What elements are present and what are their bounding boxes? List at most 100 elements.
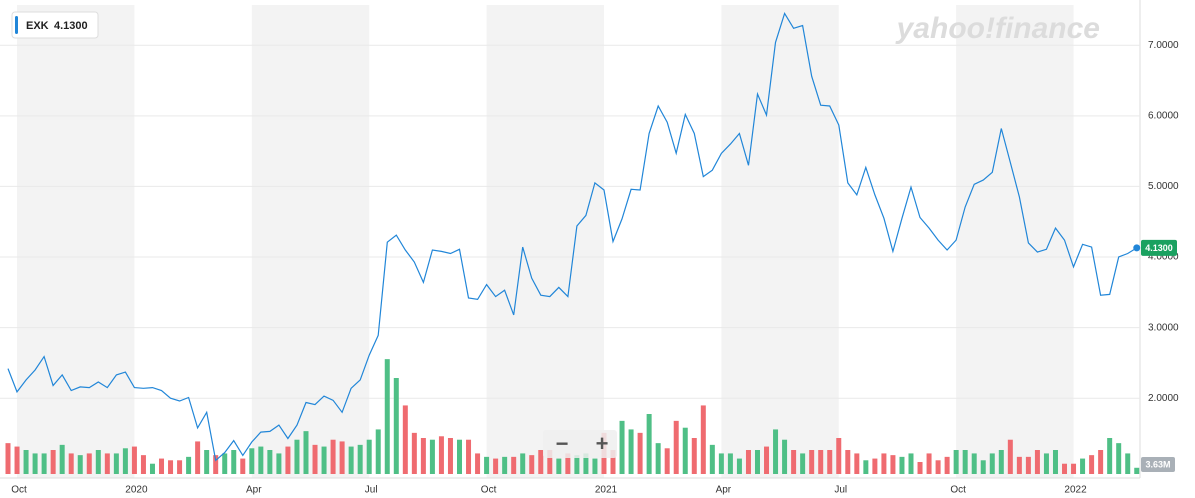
quarter-shade [486, 5, 604, 478]
volume-bar [899, 456, 905, 474]
volume-bar [673, 420, 679, 474]
volume-bar [818, 450, 824, 474]
volume-bar [502, 456, 508, 474]
background [0, 0, 1141, 479]
volume-bar [23, 450, 29, 474]
quarter-shade [17, 5, 135, 478]
volume-bar [782, 439, 788, 474]
volume-bar [267, 450, 273, 474]
volume-bar [980, 460, 986, 474]
volume-bar [872, 458, 878, 474]
volume-bar [50, 450, 56, 474]
volume-bar [529, 455, 535, 474]
volume-bar [583, 453, 589, 474]
watermark: yahoo!finance [895, 12, 1100, 45]
y-tick-label: 6.0000 [1148, 110, 1179, 121]
volume-bar [709, 444, 715, 474]
volume-bar [574, 455, 580, 474]
volume-bar [14, 446, 20, 474]
volume-bar [122, 448, 128, 474]
volume-bar [935, 460, 941, 474]
volume-bar [800, 453, 806, 474]
volume-bar [213, 455, 219, 474]
volume-bar [809, 450, 815, 474]
volume-bar [186, 456, 192, 474]
volume-bar [1043, 453, 1049, 474]
volume-bar [312, 444, 318, 474]
volume-bar [104, 453, 110, 474]
volume-bar [646, 414, 652, 474]
volume-bar [682, 427, 688, 474]
volume-bar [1080, 458, 1086, 474]
volume-bar [836, 438, 842, 474]
quarter-shade [251, 5, 370, 478]
zoom-button[interactable]: + [596, 431, 609, 456]
volume-bar [276, 453, 282, 474]
volume-bar [1107, 438, 1113, 474]
volume-bar [330, 439, 336, 474]
volume-bar [764, 446, 770, 474]
volume-bar [610, 450, 616, 474]
price-tag-label: 4.1300 [1145, 243, 1173, 253]
volume-bar [493, 458, 499, 474]
x-tick-label: 2022 [1064, 485, 1087, 496]
price-tag [1141, 239, 1177, 256]
volume-bar [258, 446, 264, 474]
volume-bar [908, 453, 914, 474]
badge-marker [15, 16, 18, 34]
x-tick-label: Jul [365, 485, 378, 496]
volume-bar [691, 438, 697, 474]
x-tick-label: 2020 [125, 485, 148, 496]
volume-bar [619, 420, 625, 474]
legend-badge[interactable]: EXK 4.1300 [11, 11, 99, 39]
volume-bar [1062, 463, 1068, 474]
volume-bar [447, 438, 453, 474]
volume-bar [339, 441, 345, 474]
volume-bar [68, 453, 74, 474]
volume-bar [754, 450, 760, 474]
volume-bar [1125, 453, 1131, 474]
volume-bar [1007, 439, 1013, 474]
volume-bar [177, 460, 183, 474]
volume-bar [718, 453, 724, 474]
price-line [7, 12, 1138, 462]
volume-bar [429, 439, 435, 474]
quarter-shade [721, 5, 839, 478]
volume-bar [231, 450, 237, 474]
volume-bar [845, 450, 851, 474]
y-tick-label: 7.0000 [1148, 40, 1179, 51]
volume-bar [321, 446, 327, 474]
volume-bar [457, 439, 462, 474]
volume-bar [745, 450, 751, 474]
volume-bar [917, 462, 923, 474]
volume-bar [402, 405, 408, 474]
y-tick-label: 2.0000 [1148, 393, 1179, 404]
volume-bar [592, 458, 598, 474]
volume-bar [565, 453, 571, 474]
last-point [1133, 244, 1141, 252]
badge-symbol: EXK [26, 20, 49, 32]
volume-bar [140, 455, 146, 474]
volume-bar [86, 453, 92, 474]
volume-bar [41, 453, 47, 474]
volume-bar [727, 453, 733, 474]
volume-bar [484, 456, 490, 474]
volume-bar [791, 450, 797, 474]
volume-bar [520, 453, 526, 474]
volume-bar [556, 458, 562, 474]
x-tick-label: Jul [834, 485, 847, 496]
volume-bar [294, 439, 300, 474]
volume-bar [547, 450, 553, 474]
quarter-shade [956, 5, 1074, 478]
volume-bar [285, 446, 291, 474]
volume-bar [881, 453, 887, 474]
volume-tag [1141, 457, 1175, 472]
volume-bar [195, 441, 201, 474]
volume-bar [159, 458, 165, 474]
volume-bar [971, 453, 977, 474]
volume-bar [95, 450, 101, 474]
volume-bar [1098, 450, 1104, 474]
y-tick-label: 3.0000 [1148, 322, 1179, 333]
volume-bar [773, 429, 779, 474]
zoom-button[interactable]: − [556, 431, 569, 456]
